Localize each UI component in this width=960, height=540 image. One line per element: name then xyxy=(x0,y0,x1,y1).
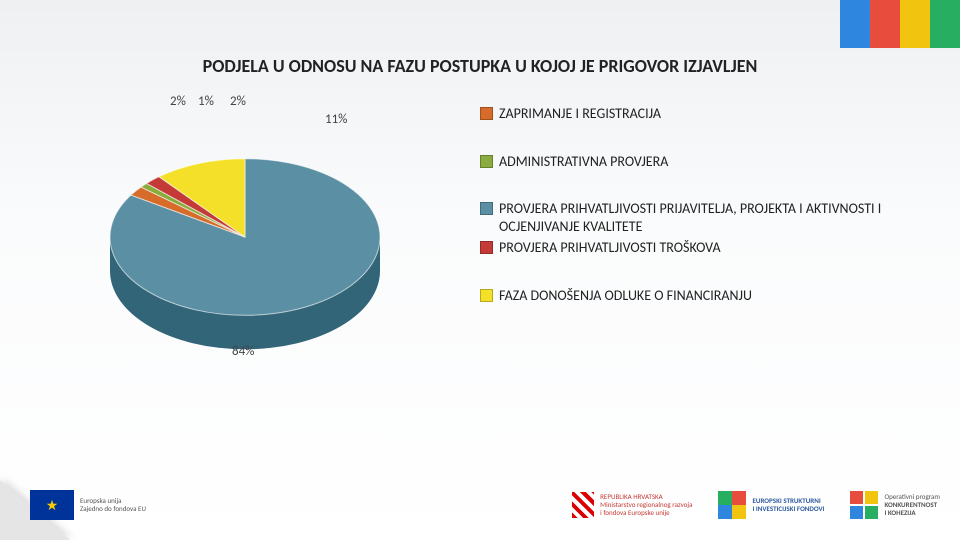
croatia-shield-icon xyxy=(572,492,594,518)
rh-3: i fondova Europske unije xyxy=(600,509,692,517)
footer: ★ Europska unija Zajedno do fondova EU R… xyxy=(30,480,940,530)
esif-icon xyxy=(718,491,746,519)
footer-kk-block: Operativni program KONKURENTNOST I KOHEZ… xyxy=(850,491,940,519)
kk-icon xyxy=(850,491,878,519)
corner-decoration xyxy=(840,0,960,48)
eu-flag-icon: ★ xyxy=(30,490,74,520)
page-title: PODJELA U ODNOSU NA FAZU POSTUPKA U KOJO… xyxy=(0,55,960,77)
slice-label: 2% xyxy=(170,94,186,109)
slice-label: 2% xyxy=(230,94,246,109)
legend-marker-icon xyxy=(480,155,493,168)
legend-marker-icon xyxy=(480,241,493,254)
legend-label: ZAPRIMANJE I REGISTRACIJA xyxy=(499,105,661,123)
footer-rh-block: REPUBLIKA HRVATSKA Ministarstvo regional… xyxy=(572,492,692,518)
legend-item: ADMINISTRATIVNA PROVJERA xyxy=(480,153,940,171)
slice-label: 11% xyxy=(325,112,347,127)
legend-marker-icon xyxy=(480,289,493,302)
legend-label: PROVJERA PRIHVATLJIVOSTI PRIJAVITELJA, P… xyxy=(499,200,940,235)
legend-label: PROVJERA PRIHVATLJIVOSTI TROŠKOVA xyxy=(499,239,721,257)
legend-label: ADMINISTRATIVNA PROVJERA xyxy=(499,153,668,171)
pie-chart: 84% 2% 1% 2% 11% xyxy=(40,92,440,382)
chart-legend: ZAPRIMANJE I REGISTRACIJA ADMINISTRATIVNA… xyxy=(480,105,940,334)
footer-esif-block: EUROPSKI STRUKTURNI I INVESTICIJSKI FOND… xyxy=(718,491,824,519)
slice-label: 1% xyxy=(198,94,214,109)
footer-eu-block: ★ Europska unija Zajedno do fondova EU xyxy=(30,490,146,520)
legend-marker-icon xyxy=(480,202,493,215)
legend-item: ZAPRIMANJE I REGISTRACIJA xyxy=(480,105,940,123)
kk-3: I KOHEZIJA xyxy=(884,509,940,517)
esif-2: I INVESTICIJSKI FONDOVI xyxy=(752,505,824,513)
legend-item: FAZA DONOŠENJA ODLUKE O FINANCIRANJU xyxy=(480,287,940,305)
legend-item: PROVJERA PRIHVATLJIVOSTI TROŠKOVA xyxy=(480,239,940,257)
legend-marker-icon xyxy=(480,107,493,120)
legend-item: PROVJERA PRIHVATLJIVOSTI PRIJAVITELJA, P… xyxy=(480,200,940,235)
eu-text-2: Zajedno do fondova EU xyxy=(80,505,146,513)
slice-label: 84% xyxy=(232,344,254,359)
legend-label: FAZA DONOŠENJA ODLUKE O FINANCIRANJU xyxy=(499,287,752,305)
